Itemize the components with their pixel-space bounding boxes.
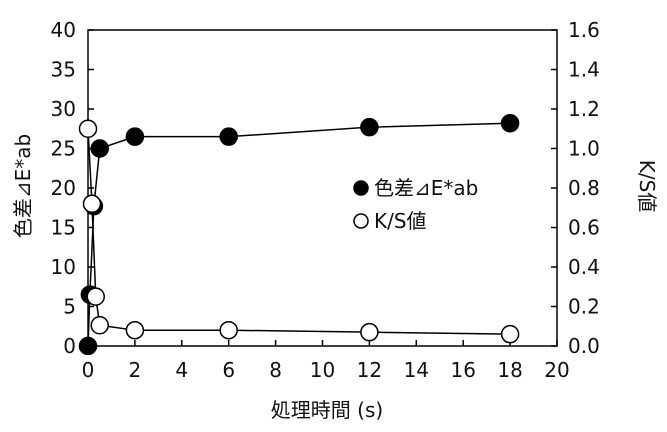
ks-value-point [500,324,520,344]
left-y-tick-label: 30 [51,97,76,121]
x-tick-label: 0 [82,358,95,382]
left-y-tick-label: 10 [51,255,76,279]
color-difference-line [87,122,511,347]
right-y-tick-label: 0.4 [568,255,600,279]
ks-value-point [125,320,145,340]
legend-open-circle-marker [353,213,369,229]
color-difference-point [500,113,520,133]
left-y-tick-label: 25 [51,137,76,161]
right-y-tick-label: 0.2 [568,295,600,319]
x-axis-title: 処理時間 (s) [271,398,383,422]
x-tick-label: 14 [404,358,429,382]
x-tick-label: 2 [129,358,142,382]
left-y-tick-label: 40 [51,18,76,42]
left-y-tick-label: 5 [63,295,76,319]
ks-value-point [219,320,238,340]
ks-value-point [86,287,105,306]
right-y-tick-label: 1.2 [568,97,600,121]
x-tick-label: 20 [544,358,569,382]
plot-frame [87,29,558,347]
legend-label-color-difference: 色差⊿E*ab [374,176,478,200]
ks-value-line [87,128,511,335]
ks-value-point [90,316,109,335]
right-y-axis-ticks: 0.0 0.2 0.4 0.6 0.8 1.0 1.2 1.4 1.6 [551,18,600,358]
x-tick-label: 12 [357,358,382,382]
right-y-tick-label: 1.6 [568,18,600,42]
x-tick-label: 6 [222,358,235,382]
right-y-tick-label: 1.4 [568,58,600,82]
x-tick-label: 10 [310,358,335,382]
legend: 色差⊿E*ab K/S値 [353,176,478,233]
color-difference-point [90,139,109,158]
left-y-axis-ticks: 0 5 10 15 20 25 30 35 40 [51,18,94,358]
x-tick-label: 16 [450,358,475,382]
legend-filled-circle-marker [353,180,369,196]
series-lines [87,122,511,347]
right-y-axis-title: K/S値 [635,160,659,213]
right-y-tick-label: 0.6 [568,216,600,240]
x-axis-ticks: 0 2 4 6 8 10 12 14 16 18 20 [82,340,570,382]
x-tick-label: 8 [269,358,282,382]
color-difference-point [125,127,145,146]
plot-area-border [87,29,558,347]
left-y-axis-title: 色差⊿E*ab [11,134,35,238]
color-difference-point [360,117,379,137]
right-y-tick-label: 0.8 [568,176,600,200]
left-y-tick-label: 15 [51,216,76,240]
left-y-tick-label: 0 [63,334,76,358]
left-y-tick-label: 20 [51,176,76,200]
right-y-tick-label: 1.0 [568,137,600,161]
x-tick-label: 4 [175,358,188,382]
x-tick-label: 18 [497,358,522,382]
ks-value-point [78,119,98,138]
ks-value-point [82,194,102,214]
color-difference-point [78,336,98,356]
series-points [78,113,520,356]
color-difference-point [219,127,238,146]
legend-label-ks-value: K/S値 [374,209,427,233]
right-y-tick-label: 0.0 [568,334,600,358]
left-y-tick-label: 35 [51,58,76,82]
ks-value-point [360,322,379,342]
